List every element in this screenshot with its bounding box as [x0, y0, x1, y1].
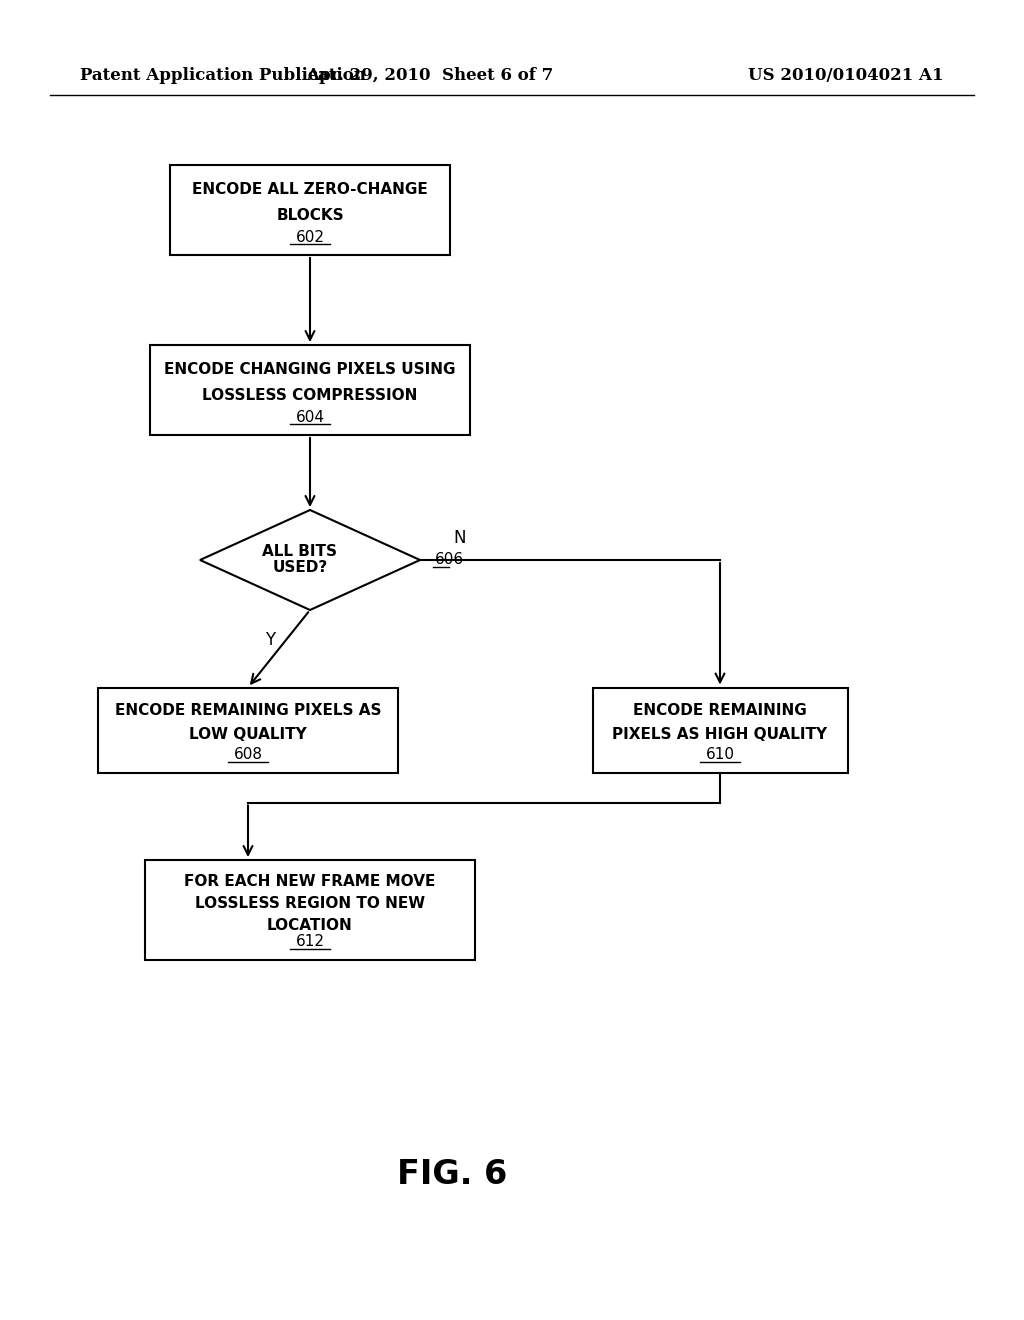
Text: FIG. 6: FIG. 6 [397, 1159, 507, 1192]
Text: Y: Y [265, 631, 275, 649]
Text: 606: 606 [435, 553, 464, 568]
Text: LOSSLESS COMPRESSION: LOSSLESS COMPRESSION [203, 388, 418, 403]
Text: ENCODE ALL ZERO-CHANGE: ENCODE ALL ZERO-CHANGE [193, 182, 428, 197]
Text: 612: 612 [296, 935, 325, 949]
Text: ENCODE REMAINING: ENCODE REMAINING [633, 704, 807, 718]
Bar [170, 165, 450, 255]
Text: 608: 608 [233, 747, 262, 762]
Bar [150, 345, 470, 436]
Text: USED?: USED? [272, 561, 328, 576]
Text: LOSSLESS REGION TO NEW: LOSSLESS REGION TO NEW [195, 896, 425, 911]
Bar [593, 688, 848, 772]
Text: ALL BITS: ALL BITS [262, 544, 338, 560]
Text: 610: 610 [706, 747, 734, 762]
Text: PIXELS AS HIGH QUALITY: PIXELS AS HIGH QUALITY [612, 727, 827, 742]
Text: BLOCKS: BLOCKS [276, 207, 344, 223]
Text: LOW QUALITY: LOW QUALITY [189, 727, 307, 742]
Text: Apr. 29, 2010  Sheet 6 of 7: Apr. 29, 2010 Sheet 6 of 7 [306, 66, 554, 83]
Text: FOR EACH NEW FRAME MOVE: FOR EACH NEW FRAME MOVE [184, 874, 435, 888]
Bar [145, 861, 475, 960]
Polygon shape [200, 510, 420, 610]
Bar [98, 688, 398, 772]
Text: ENCODE REMAINING PIXELS AS: ENCODE REMAINING PIXELS AS [115, 704, 381, 718]
Text: LOCATION: LOCATION [267, 917, 353, 933]
Text: N: N [454, 529, 466, 546]
Text: ENCODE CHANGING PIXELS USING: ENCODE CHANGING PIXELS USING [164, 362, 456, 378]
Text: Patent Application Publication: Patent Application Publication [80, 66, 366, 83]
Text: 604: 604 [296, 409, 325, 425]
Text: 602: 602 [296, 230, 325, 244]
Text: US 2010/0104021 A1: US 2010/0104021 A1 [749, 66, 944, 83]
